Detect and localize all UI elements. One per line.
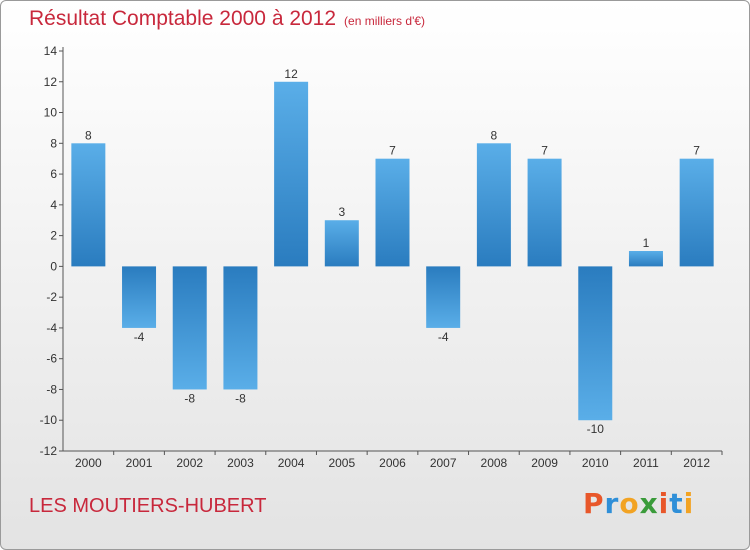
x-tick-label: 2001 (126, 456, 153, 470)
y-tick-label: 6 (50, 167, 57, 181)
y-tick-label: 14 (44, 44, 58, 58)
logo-letter: r (604, 487, 620, 520)
data-label-2003: -8 (235, 391, 246, 405)
chart-title-text: Résultat Comptable 2000 à 2012 (29, 7, 337, 30)
x-tick-label: 2004 (278, 456, 305, 470)
chart-unit: (en milliers d'€) (344, 14, 426, 28)
x-tick-label: 2010 (582, 456, 609, 470)
chart-title: Résultat Comptable 2000 à 2012 (en millie… (29, 7, 425, 31)
x-tick-label: 2006 (379, 456, 406, 470)
logo-letter: x (639, 487, 659, 520)
logo-letter: P (583, 487, 605, 520)
commune-name: LES MOUTIERS-HUBERT (29, 495, 267, 517)
y-tick-label: -4 (46, 321, 57, 335)
data-label-2007: -4 (438, 330, 449, 344)
bar-2000 (71, 143, 106, 267)
y-tick-label: -10 (40, 413, 58, 427)
bar-2007 (426, 266, 461, 328)
y-tick-label: 4 (50, 198, 57, 212)
y-tick-label: -12 (40, 444, 58, 458)
logo-letter: i (658, 487, 670, 520)
bar-2005 (324, 220, 359, 267)
bar-2001 (122, 266, 157, 328)
bar-2008 (476, 143, 511, 267)
x-tick-label: 2009 (531, 456, 558, 470)
y-tick-label: 10 (44, 106, 58, 120)
bar-2010 (578, 266, 613, 421)
x-tick-label: 2012 (683, 456, 710, 470)
bar-2004 (274, 81, 309, 267)
data-label-2001: -4 (134, 330, 145, 344)
y-tick-label: -2 (46, 290, 57, 304)
data-label-2011: 1 (643, 236, 650, 250)
proxiti-logo: Proxiti (583, 487, 694, 520)
bar-2012 (679, 158, 714, 267)
y-tick-label: 0 (50, 259, 57, 273)
data-label-2002: -8 (184, 391, 195, 405)
y-tick-label: -8 (46, 382, 57, 396)
bar-2009 (527, 158, 562, 267)
x-tick-label: 2007 (430, 456, 457, 470)
logo-letter: o (619, 487, 640, 520)
bar-2006 (375, 158, 410, 267)
data-label-2008: 8 (491, 128, 498, 142)
y-tick-label: -6 (46, 352, 57, 366)
logo-letter: i (683, 487, 695, 520)
data-label-2009: 7 (541, 144, 548, 158)
y-tick-label: 12 (44, 75, 58, 89)
bar-2003 (223, 266, 258, 390)
y-tick-label: 8 (50, 136, 57, 150)
data-label-2012: 7 (693, 144, 700, 158)
x-tick-label: 2003 (227, 456, 254, 470)
x-tick-label: 2005 (328, 456, 355, 470)
data-label-2005: 3 (338, 205, 345, 219)
x-tick-label: 2000 (75, 456, 102, 470)
x-tick-label: 2002 (176, 456, 203, 470)
bar-2011 (628, 251, 663, 267)
data-label-2010: -10 (587, 422, 605, 436)
y-tick-label: 2 (50, 229, 57, 243)
logo-letter: t (669, 487, 684, 520)
bar-2002 (172, 266, 207, 390)
data-label-2004: 12 (284, 67, 298, 81)
x-tick-label: 2008 (481, 456, 508, 470)
data-label-2000: 8 (85, 128, 92, 142)
x-tick-label: 2011 (633, 456, 659, 470)
data-label-2006: 7 (389, 144, 396, 158)
